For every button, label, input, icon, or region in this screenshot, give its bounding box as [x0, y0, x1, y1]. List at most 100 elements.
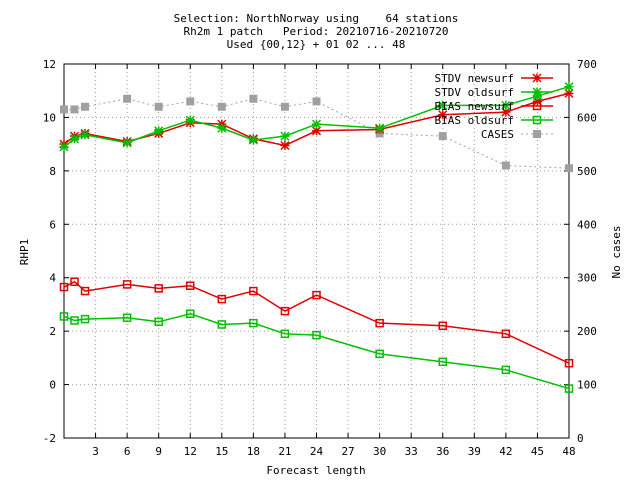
y-tick-label: 6	[49, 218, 56, 231]
data-point	[312, 290, 321, 300]
y2-tick-label: 500	[577, 165, 597, 178]
y2-tick-label: 0	[577, 432, 584, 445]
x-tick-label: 3	[92, 445, 99, 458]
data-point	[312, 330, 321, 340]
x-tick-label: 33	[405, 445, 418, 458]
data-point	[280, 140, 290, 151]
data-point	[59, 282, 69, 292]
x-tick-label: 15	[215, 445, 228, 458]
data-point	[280, 102, 289, 111]
data-point	[312, 97, 321, 106]
data-point	[70, 277, 79, 286]
data-point	[154, 102, 163, 111]
y2-tick-label: 400	[577, 218, 597, 231]
legend-label: STDV newsurf	[435, 72, 514, 85]
data-point	[501, 100, 511, 110]
data-point	[122, 313, 132, 323]
y-tick-label: 2	[49, 325, 56, 338]
plot-area	[59, 82, 574, 393]
data-point	[154, 284, 163, 293]
data-point	[280, 329, 290, 339]
data-point	[186, 281, 195, 290]
y2-tick-label: 700	[577, 58, 597, 71]
data-point	[154, 126, 164, 136]
x-tick-label: 42	[499, 445, 512, 458]
data-point	[311, 119, 322, 129]
chart-title: Selection: NorthNorway using 64 stations…	[174, 12, 459, 51]
legend-marker	[532, 87, 542, 97]
data-point	[375, 318, 384, 328]
y2-tick-label: 100	[577, 379, 597, 392]
legend-marker	[532, 115, 542, 125]
y-axis-label: RHP1	[18, 239, 31, 266]
legend-marker	[532, 73, 542, 83]
data-point	[217, 123, 227, 133]
series-line	[64, 98, 570, 169]
legend-marker	[532, 101, 542, 111]
data-point	[564, 358, 574, 368]
series-line	[63, 280, 570, 364]
y-tick-label: 4	[49, 272, 56, 285]
data-point	[280, 131, 290, 141]
data-point	[375, 123, 385, 133]
data-point	[564, 82, 574, 92]
data-point	[185, 115, 195, 125]
data-point	[501, 161, 510, 170]
data-point	[280, 306, 290, 316]
x-axis-label: Forecast length	[266, 464, 365, 477]
data-point	[80, 130, 90, 140]
data-point	[186, 309, 195, 319]
data-point	[80, 286, 90, 296]
y2-tick-label: 300	[577, 272, 597, 285]
x-tick-label: 21	[278, 445, 291, 458]
data-point	[438, 357, 447, 367]
title-line-2: Rh2m 1 patch Period: 20210716-20210720	[184, 25, 449, 38]
data-point	[60, 105, 68, 114]
data-point	[122, 138, 132, 148]
data-point	[81, 102, 90, 111]
data-point	[217, 320, 227, 329]
x-tick-label: 24	[310, 445, 324, 458]
data-point	[70, 105, 79, 114]
y2-tick-label: 200	[577, 325, 597, 338]
series-line	[63, 312, 570, 390]
data-point	[123, 94, 132, 103]
x-tick-label: 18	[247, 445, 260, 458]
legend-label: BIAS oldsurf	[435, 114, 514, 127]
data-point	[375, 349, 384, 359]
y-tick-label: -2	[43, 432, 56, 445]
x-tick-label: 9	[155, 445, 162, 458]
data-point	[249, 318, 258, 328]
legend-label: STDV oldsurf	[435, 86, 514, 99]
title-line-3: Used {00,12} + 01 02 ... 48	[227, 38, 406, 51]
data-point	[438, 132, 447, 141]
data-point	[438, 110, 448, 120]
data-point	[80, 314, 90, 324]
x-tick-label: 45	[531, 445, 544, 458]
y-tick-label: 0	[49, 379, 56, 392]
data-point	[59, 142, 69, 152]
data-point	[438, 321, 447, 331]
data-point	[438, 100, 448, 110]
data-point	[217, 102, 226, 111]
x-tick-label: 30	[373, 445, 386, 458]
data-point	[565, 164, 573, 173]
legend-marker	[533, 130, 541, 138]
x-tick-label: 39	[468, 445, 481, 458]
y-tick-label: 10	[43, 111, 56, 124]
x-tick-label: 12	[184, 445, 197, 458]
axes: 3 6 9 12 15 18 21 24 27 30 33 36 39 42 45 48-2024681012…	[43, 58, 597, 458]
data-point	[70, 316, 79, 325]
data-point	[501, 329, 511, 339]
x-tick-label: 6	[124, 445, 131, 458]
data-point	[69, 134, 80, 144]
x-tick-label: 48	[562, 445, 575, 458]
data-point	[249, 286, 258, 296]
y-tick-label: 12	[43, 58, 56, 71]
y-tick-label: 8	[49, 165, 56, 178]
data-point	[249, 94, 258, 103]
data-point	[217, 294, 227, 304]
x-tick-label: 36	[436, 445, 449, 458]
